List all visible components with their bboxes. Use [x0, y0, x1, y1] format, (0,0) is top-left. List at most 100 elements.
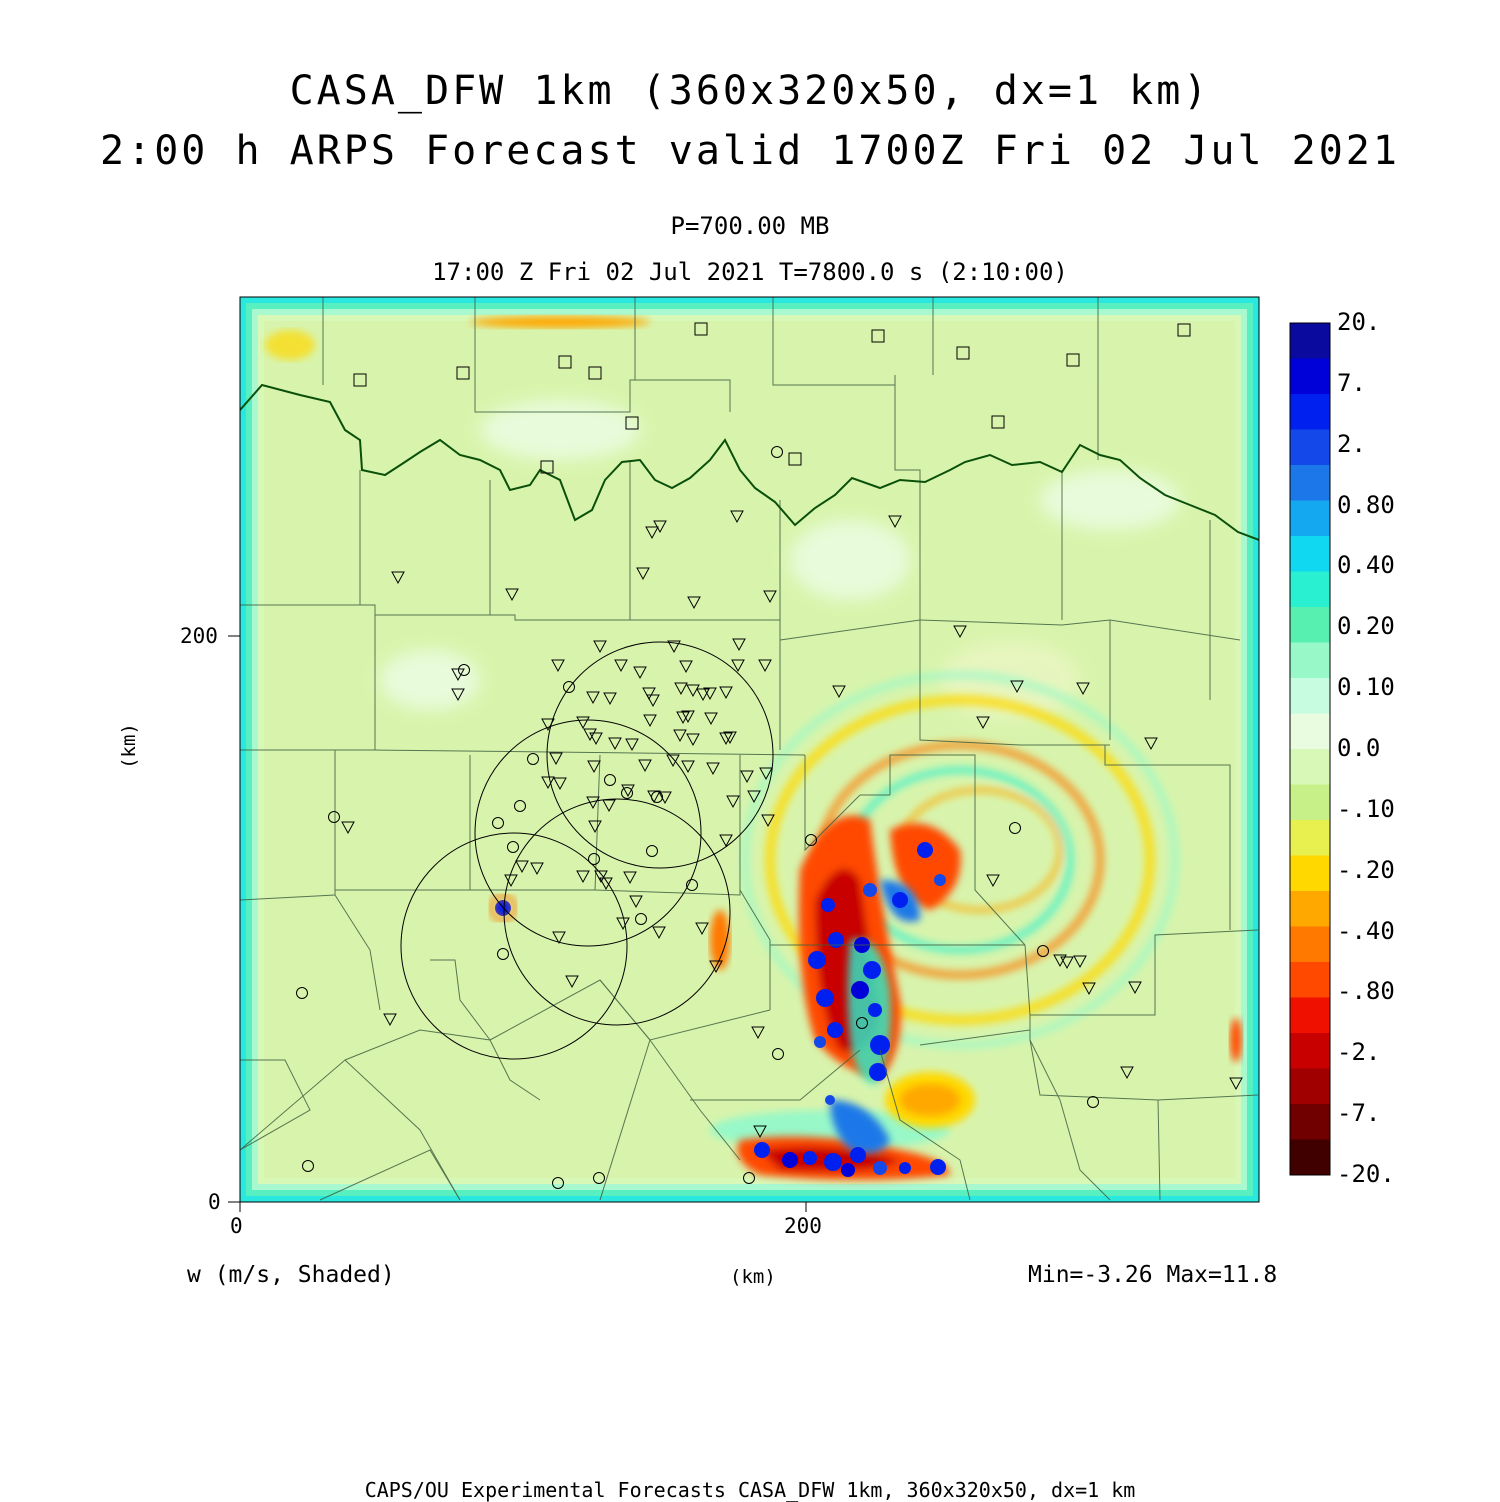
- station-triangle-marker: [586, 796, 600, 810]
- station-triangle-marker: [504, 874, 518, 888]
- station-square-marker: [788, 452, 802, 466]
- colorbar-swatch: [1290, 962, 1330, 998]
- station-triangle-marker: [832, 685, 846, 699]
- colorbar-label: -.10: [1337, 794, 1395, 823]
- station-triangle-marker: [608, 737, 622, 751]
- station-triangle-marker: [553, 777, 567, 791]
- station-triangle-marker: [740, 770, 754, 784]
- station-triangle-marker: [636, 567, 650, 581]
- station-circle-marker: [1037, 945, 1049, 957]
- station-triangle-marker: [679, 660, 693, 674]
- station-triangle-marker: [1082, 982, 1096, 996]
- colorbar-label: 0.40: [1337, 551, 1395, 580]
- station-circle-marker: [507, 841, 519, 853]
- station-circle-marker: [1087, 1096, 1099, 1108]
- station-circle-marker: [302, 1160, 314, 1172]
- colorbar-swatch: [1290, 500, 1330, 537]
- valid-time-label: 17:00 Z Fri 02 Jul 2021 T=7800.0 s (2:10…: [432, 258, 1068, 286]
- station-circle-marker: [328, 811, 340, 823]
- station-triangle-marker: [666, 754, 680, 768]
- station-triangle-marker: [653, 520, 667, 534]
- station-square-marker: [540, 460, 554, 474]
- station-triangle-marker: [686, 684, 700, 698]
- colorbar-label: 0.20: [1337, 612, 1395, 641]
- station-circle-marker: [805, 834, 817, 846]
- station-triangle-marker: [515, 860, 529, 874]
- station-triangle-marker: [505, 588, 519, 602]
- station-triangle-marker: [696, 688, 710, 702]
- colorbar-swatch: [1290, 678, 1330, 714]
- station-triangle-marker: [888, 515, 902, 529]
- station-triangle-marker: [1060, 956, 1074, 970]
- station-square-marker: [871, 329, 885, 343]
- station-triangle-marker: [587, 760, 601, 774]
- station-circle-marker: [1009, 822, 1021, 834]
- station-triangle-marker: [621, 784, 635, 798]
- station-triangle-marker: [614, 659, 628, 673]
- station-triangle-marker: [588, 820, 602, 834]
- colorbar-label: 2.: [1337, 429, 1366, 458]
- station-triangle-marker: [383, 1013, 397, 1027]
- colorbar-swatch: [1290, 820, 1330, 856]
- station-triangle-marker: [391, 571, 405, 585]
- station-circle-marker: [492, 817, 504, 829]
- station-circle-marker: [514, 800, 526, 812]
- station-triangle-marker: [686, 733, 700, 747]
- station-triangle-marker: [1076, 682, 1090, 696]
- station-triangle-marker: [541, 776, 555, 790]
- footer-credit: CAPS/OU Experimental Forecasts CASA_DFW …: [364, 1478, 1136, 1502]
- station-triangle-marker: [642, 687, 656, 701]
- station-triangle-marker: [552, 931, 566, 945]
- station-circle-marker: [686, 879, 698, 891]
- chart-title-line2: 2:00 h ARPS Forecast valid 1700Z Fri 02 …: [100, 128, 1400, 174]
- colorbar-label: -.20: [1337, 855, 1395, 884]
- station-triangle-marker: [594, 870, 608, 884]
- station-triangle-marker: [633, 666, 647, 680]
- station-triangle-marker: [667, 640, 681, 654]
- station-circle-marker: [458, 664, 470, 676]
- colorbar-swatch: [1290, 891, 1330, 927]
- station-square-marker: [588, 366, 602, 380]
- station-triangle-marker: [589, 732, 603, 746]
- station-triangle-marker: [541, 718, 555, 732]
- station-triangle-marker: [681, 710, 695, 724]
- station-circle-marker: [856, 1017, 868, 1029]
- colorbar-label: 7.: [1337, 368, 1366, 397]
- colorbar-swatch: [1290, 429, 1330, 466]
- colorbar-swatch: [1290, 997, 1330, 1034]
- station-circle-marker: [552, 1177, 564, 1189]
- station-triangle-marker: [565, 975, 579, 989]
- colorbar-swatch: [1290, 1068, 1330, 1105]
- station-square-marker: [1066, 353, 1080, 367]
- x-tick-label: 0: [230, 1214, 243, 1238]
- colorbar-label: 0.10: [1337, 673, 1395, 702]
- station-square-marker: [956, 346, 970, 360]
- x-tick-label: 200: [784, 1214, 822, 1238]
- station-triangle-marker: [730, 510, 744, 524]
- station-square-marker: [558, 355, 572, 369]
- station-triangle-marker: [719, 834, 733, 848]
- colorbar-swatch: [1290, 465, 1330, 501]
- station-triangle-marker: [616, 917, 630, 931]
- station-triangle-marker: [593, 640, 607, 654]
- min-max-label: Min=-3.26 Max=11.8: [1028, 1262, 1278, 1288]
- colorbar-swatch: [1290, 358, 1330, 395]
- colorbar-swatch: [1290, 571, 1330, 608]
- colorbar-label: 0.0: [1337, 734, 1381, 762]
- station-triangle-marker: [695, 922, 709, 936]
- station-circle-marker: [635, 913, 647, 925]
- station-triangle-marker: [629, 895, 643, 909]
- station-circle-marker: [593, 1172, 605, 1184]
- chart-title-line1: CASA_DFW 1km (360x320x50, dx=1 km): [289, 68, 1211, 114]
- station-circle-marker: [563, 681, 575, 693]
- station-circle-marker: [621, 787, 633, 799]
- station-triangle-marker: [603, 692, 617, 706]
- colorbar-swatch: [1290, 784, 1330, 821]
- colorbar-swatch: [1290, 713, 1330, 750]
- station-circle-marker: [497, 948, 509, 960]
- station-triangle-marker: [576, 870, 590, 884]
- station-square-marker: [1177, 323, 1191, 337]
- station-triangle-marker: [687, 596, 701, 610]
- station-triangle-marker: [1120, 1066, 1134, 1080]
